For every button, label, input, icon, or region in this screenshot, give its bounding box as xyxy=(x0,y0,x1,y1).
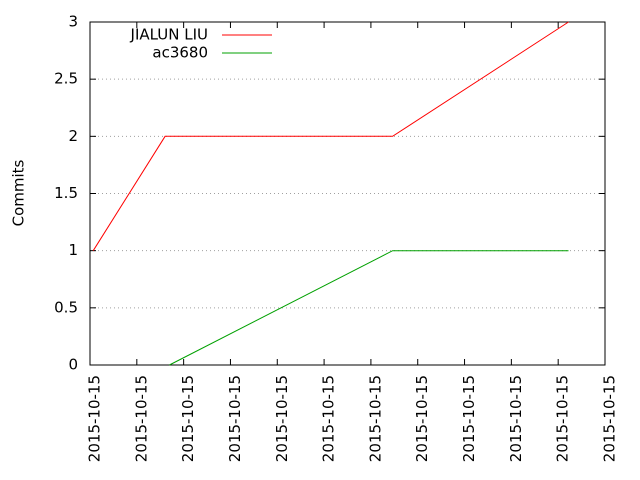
y-tick-label: 2 xyxy=(68,127,78,145)
y-tick-label: 0.5 xyxy=(54,298,78,316)
x-tick-label: 2015-10-15 xyxy=(366,375,384,462)
legend-label: ac3680 xyxy=(152,44,208,62)
x-tick-label: 2015-10-15 xyxy=(273,375,291,462)
x-tick-label: 2015-10-15 xyxy=(554,375,572,462)
x-tick-label: 2015-10-15 xyxy=(86,375,104,462)
y-axis: 0 0.5 1 1.5 2 2.5 3 xyxy=(54,13,605,374)
series-line-0 xyxy=(92,21,569,251)
y-tick-label: 2.5 xyxy=(54,70,78,88)
series-line-1 xyxy=(169,250,569,366)
y-tick-label: 1.5 xyxy=(54,184,78,202)
x-axis: 2015-10-15 2015-10-15 2015-10-15 2015-10-15… xyxy=(86,22,619,462)
legend-label: JIALUN LIU xyxy=(130,26,208,44)
x-tick-label: 2015-10-15 xyxy=(601,375,619,462)
x-tick-label: 2015-10-15 xyxy=(507,375,525,462)
y-axis-title: Commits xyxy=(10,159,28,226)
plot-frame xyxy=(89,21,606,366)
x-tick-label: 2015-10-15 xyxy=(320,375,338,462)
x-tick-label: 2015-10-15 xyxy=(179,375,197,462)
x-tick-label: 2015-10-15 xyxy=(460,375,478,462)
y-tick-label: 3 xyxy=(68,13,78,31)
x-tick-label: 2015-10-15 xyxy=(226,375,244,462)
x-tick-label: 2015-10-15 xyxy=(132,375,150,462)
x-tick-label: 2015-10-15 xyxy=(413,375,431,462)
y-tick-label: 1 xyxy=(68,241,78,259)
y-tick-label: 0 xyxy=(68,356,78,374)
series-lines xyxy=(92,21,569,366)
